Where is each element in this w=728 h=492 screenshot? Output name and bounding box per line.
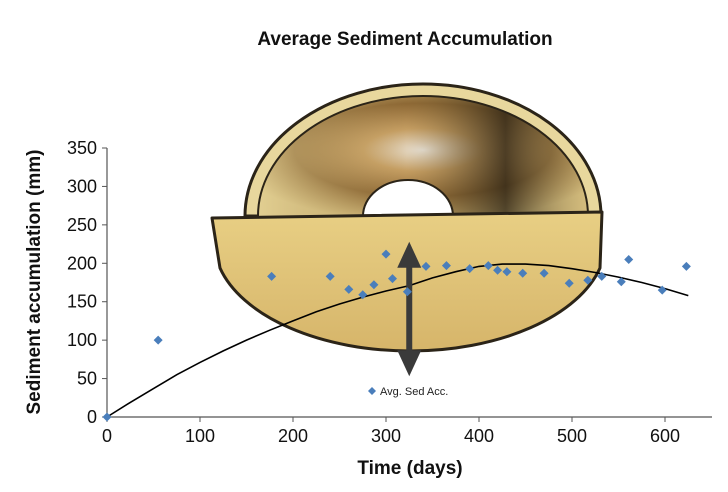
chart-title: Average Sediment Accumulation [257, 29, 552, 50]
points-layer [102, 249, 691, 422]
x-tick-label: 200 [278, 426, 308, 446]
y-tick-label: 250 [67, 215, 97, 235]
data-point [465, 264, 475, 274]
data-point [381, 249, 391, 259]
legend-marker [368, 387, 376, 395]
data-point [102, 412, 112, 422]
data-point [369, 280, 379, 290]
data-point [325, 271, 335, 281]
x-tick-label: 500 [557, 426, 587, 446]
x-tick-label: 600 [650, 426, 680, 446]
x-tick-label: 100 [185, 426, 215, 446]
data-point [681, 261, 691, 271]
data-point [518, 268, 528, 278]
data-point [358, 290, 368, 300]
data-point [502, 267, 512, 277]
data-point [483, 261, 493, 271]
y-tick-label: 200 [67, 253, 97, 273]
data-point [539, 268, 549, 278]
data-point [421, 261, 431, 271]
data-point [388, 274, 398, 284]
legend: Avg. Sed Acc. [368, 386, 448, 398]
y-axis: 0 50 100 150 200 250 300 350 [67, 138, 108, 427]
data-point [441, 261, 451, 271]
arrow-head-up [397, 241, 422, 268]
data-point [493, 265, 503, 275]
data-point [153, 335, 163, 345]
y-tick-label: 100 [67, 330, 97, 350]
arrow-head-down [397, 350, 422, 377]
y-tick-label: 350 [67, 138, 97, 158]
x-axis: 0 100 200 300 400 500 600 [102, 416, 712, 446]
data-point [597, 271, 607, 281]
data-point [583, 275, 593, 285]
data-point [564, 278, 574, 288]
y-tick-label: 150 [67, 292, 97, 312]
trendline [106, 263, 689, 418]
y-tick-label: 0 [87, 407, 97, 427]
data-point [344, 284, 354, 294]
x-axis-label: Time (days) [357, 458, 462, 479]
y-axis-label: Sediment accumulation (mm) [24, 150, 45, 415]
arrow-layer [397, 241, 422, 377]
legend-label: Avg. Sed Acc. [380, 386, 448, 398]
y-tick-label: 50 [77, 369, 97, 389]
x-tick-label: 300 [371, 426, 401, 446]
data-point [402, 287, 412, 297]
data-point [624, 254, 634, 264]
x-tick-label: 0 [102, 426, 112, 446]
y-tick-label: 300 [67, 176, 97, 196]
data-point [616, 277, 626, 287]
data-point [267, 271, 277, 281]
x-tick-label: 400 [464, 426, 494, 446]
data-point [657, 285, 667, 295]
trendline-layer [106, 263, 689, 418]
